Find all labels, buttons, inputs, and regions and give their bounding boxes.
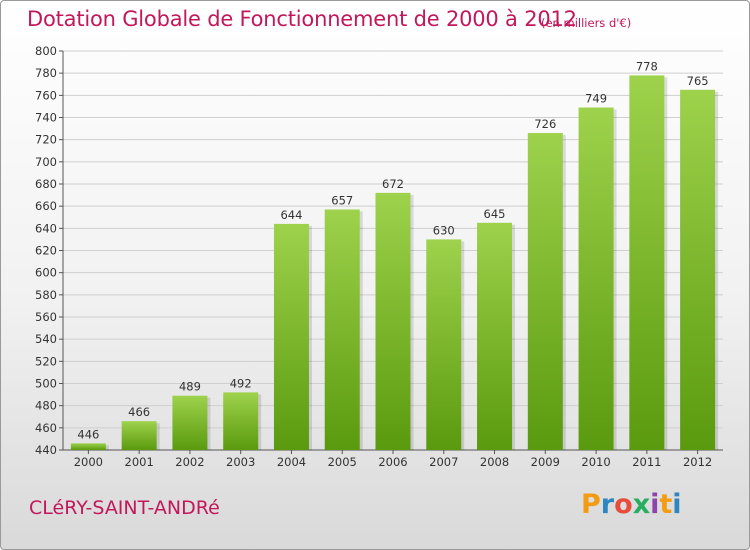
data-label: 645	[484, 207, 506, 221]
x-tick-label: 2011	[632, 455, 661, 469]
y-tick-label: 540	[35, 332, 57, 346]
y-tick-label: 800	[35, 44, 57, 58]
bar	[680, 89, 716, 451]
data-label: 778	[636, 59, 658, 73]
bar	[273, 223, 309, 450]
bar	[629, 75, 665, 450]
proxiti-logo: Proxiti	[581, 489, 682, 520]
data-label: 644	[280, 208, 302, 222]
y-tick-label: 460	[35, 421, 57, 435]
y-tick-label: 480	[35, 399, 57, 413]
bar	[223, 392, 259, 450]
x-tick-label: 2012	[683, 455, 712, 469]
axis-layer: 440 460 480 500 520 540 560 580 600 620 640 660 680 7…	[35, 44, 723, 469]
y-tick-label: 520	[35, 354, 57, 368]
data-label: 630	[433, 223, 455, 237]
x-tick-label: 2010	[581, 455, 610, 469]
chart-title: Dotation Globale de Fonctionnement de 20…	[27, 7, 577, 31]
bar	[70, 443, 106, 450]
bar	[527, 133, 563, 450]
bar	[172, 395, 208, 450]
data-label: 492	[230, 376, 252, 390]
x-tick-label: 2005	[328, 455, 357, 469]
y-tick-label: 780	[35, 66, 57, 80]
bar-layer	[70, 75, 719, 451]
x-tick-label: 2007	[429, 455, 458, 469]
y-tick-label: 720	[35, 133, 57, 147]
bar-chart: 440 460 480 500 520 540 560 580 600 620 640 660 680 7…	[35, 44, 723, 469]
x-tick-label: 2003	[226, 455, 255, 469]
y-tick-label: 560	[35, 310, 57, 324]
x-tick-label: 2008	[480, 455, 509, 469]
chart-unit: (en milliers d'€)	[541, 16, 632, 30]
data-label: 765	[687, 74, 709, 88]
data-label: 466	[128, 405, 150, 419]
bar	[578, 107, 614, 451]
commune-name: CLéRY-SAINT-ANDRé	[29, 497, 220, 519]
bar	[375, 192, 411, 450]
data-label: 749	[585, 92, 607, 106]
data-label: 657	[331, 193, 353, 207]
y-tick-label: 580	[35, 288, 57, 302]
y-tick-label: 680	[35, 177, 57, 191]
x-tick-label: 2001	[125, 455, 154, 469]
bar	[426, 239, 462, 450]
x-tick-label: 2006	[378, 455, 407, 469]
y-tick-label: 660	[35, 199, 57, 213]
y-tick-label: 740	[35, 111, 57, 125]
data-label: 446	[77, 427, 99, 441]
x-tick-label: 2004	[277, 455, 306, 469]
bar	[121, 421, 157, 450]
x-tick-label: 2002	[175, 455, 204, 469]
data-label: 672	[382, 177, 404, 191]
y-tick-label: 760	[35, 88, 57, 102]
data-label: 489	[179, 380, 201, 394]
y-tick-label: 500	[35, 377, 57, 391]
x-tick-label: 2000	[74, 455, 103, 469]
bar	[477, 222, 513, 450]
x-tick-label: 2009	[531, 455, 560, 469]
y-tick-label: 620	[35, 244, 57, 258]
label-layer: 446 466 489 492 644 657 672 630 645 726 749 778 765	[77, 59, 708, 441]
y-tick-label: 700	[35, 155, 57, 169]
y-tick-label: 440	[35, 443, 57, 457]
bar	[324, 209, 360, 450]
data-label: 726	[534, 117, 556, 131]
y-tick-label: 640	[35, 221, 57, 235]
y-tick-label: 600	[35, 266, 57, 280]
